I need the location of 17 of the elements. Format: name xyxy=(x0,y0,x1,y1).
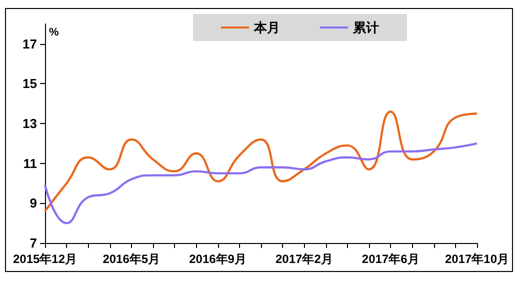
x-tick-label: 2017年2月 xyxy=(276,252,333,266)
line-series xyxy=(44,142,478,224)
y-tick-label: 7 xyxy=(30,236,37,250)
x-tick-label: 2016年5月 xyxy=(102,252,160,266)
x-tick-label: 2015年12月 xyxy=(12,252,78,266)
y-tick-label: 15 xyxy=(22,76,37,92)
legend-label: 本月 xyxy=(253,20,280,35)
y-tick-label: 13 xyxy=(22,116,37,132)
y-tick-label: 9 xyxy=(30,196,37,211)
x-tick-label: 2017年6月 xyxy=(362,252,420,266)
legend-label: 累计 xyxy=(352,20,379,35)
y-tick-label: 17 xyxy=(22,36,37,52)
y-tick-label: 11 xyxy=(23,156,37,171)
line-series xyxy=(44,110,478,212)
x-tick-label: 2016年9月 xyxy=(189,252,246,266)
x-tick-label: 2017年10月 xyxy=(444,252,509,266)
y-axis-title: % xyxy=(49,26,59,38)
